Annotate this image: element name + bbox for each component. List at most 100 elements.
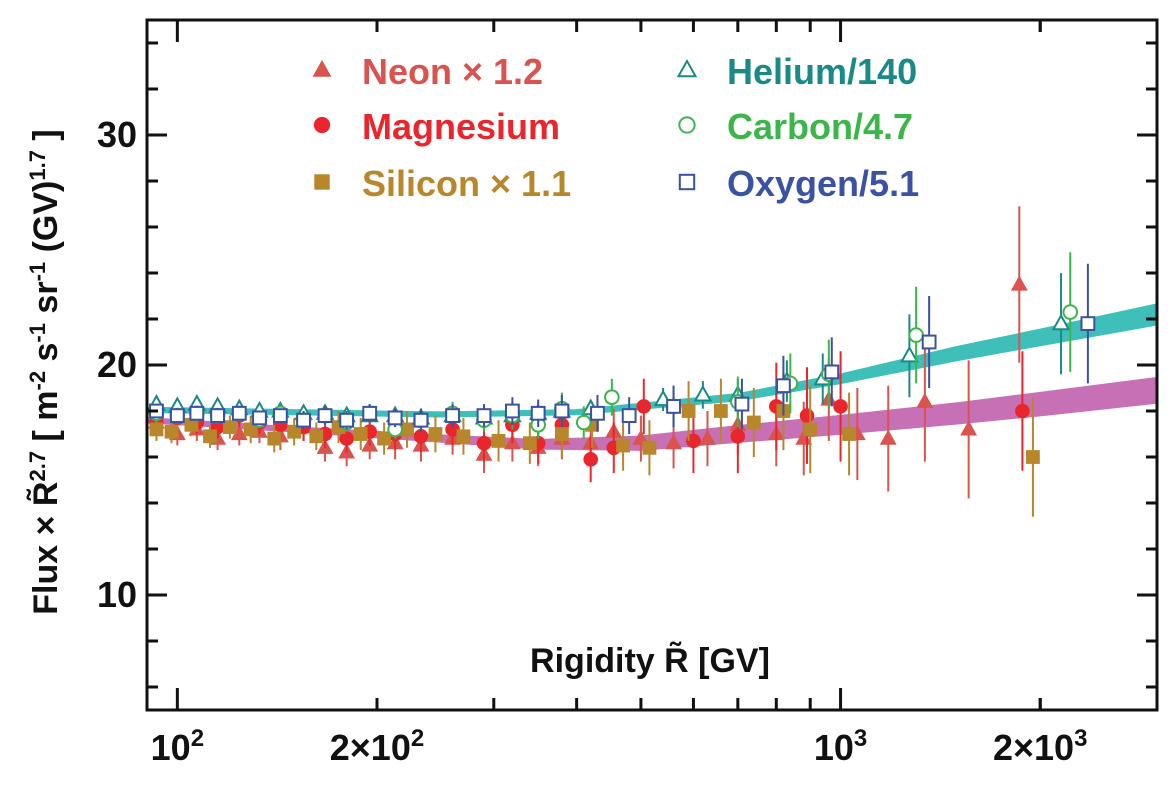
legend-marker (678, 116, 696, 134)
data-point (746, 415, 761, 430)
data-point (491, 434, 506, 448)
data-point (833, 399, 848, 414)
data-point (476, 435, 492, 451)
data-point (730, 429, 746, 444)
legend-marker (313, 116, 331, 134)
legend-item-1: Magnesium (313, 106, 560, 147)
y-tick-label: 30 (97, 114, 137, 155)
series-2 (149, 371, 1040, 517)
data-point (149, 422, 164, 437)
data-point (554, 427, 569, 441)
axis-ticks (147, 20, 1159, 710)
y-axis-title: Flux × R̃2.7 [ m-2 s-1 sr-1 (GV)1.7 ] (25, 129, 66, 614)
data-point (842, 427, 856, 441)
data-point (900, 345, 919, 363)
data-point (339, 431, 354, 446)
data-point (1062, 304, 1079, 320)
data-point (243, 422, 258, 437)
x-tick-label: 102 (151, 725, 204, 768)
legend-marker (312, 59, 332, 77)
series-5 (149, 263, 1096, 434)
data-point (445, 408, 460, 424)
data-point (189, 405, 205, 421)
legend-marker (314, 174, 330, 190)
data-point (1010, 275, 1028, 291)
data-point (231, 405, 247, 421)
data-point (287, 424, 302, 439)
y-tick-label: 10 (97, 574, 137, 615)
data-point (1015, 403, 1030, 419)
data-point (665, 434, 683, 450)
data-point (504, 403, 520, 419)
legend-label: Oxygen/5.1 (727, 163, 919, 204)
legend: Neon × 1.2 Magnesium Silicon × 1.1 Helium/1… (312, 51, 919, 204)
data-point (387, 410, 403, 426)
legend-label: Neon × 1.2 (362, 51, 543, 92)
legend-label: Carbon/4.7 (727, 106, 913, 147)
y-tick-labels: 10 20 30 (97, 114, 137, 615)
data-point (916, 392, 934, 408)
data-point (699, 429, 716, 445)
data-point (616, 438, 630, 453)
data-point (921, 334, 937, 350)
data-points (147, 206, 1096, 517)
data-point (456, 429, 471, 444)
legend-item-4: Carbon/4.7 (678, 106, 913, 147)
x-tick-label: 2×102 (330, 725, 424, 768)
legend-item-2: Silicon × 1.1 (314, 163, 571, 204)
x-tick-label: 2×103 (993, 725, 1087, 768)
data-point (666, 399, 681, 414)
data-point (824, 364, 840, 380)
data-point (252, 410, 267, 426)
data-point (803, 422, 818, 437)
x-axis-title: Rigidity R̃ [GV] (530, 641, 770, 680)
data-point (621, 408, 637, 424)
x-tick-labels: 102 2×102 103 2×103 (151, 725, 1088, 768)
data-point (1051, 313, 1071, 331)
data-point (583, 452, 598, 467)
data-point (686, 433, 701, 449)
x-tick-label: 103 (814, 725, 867, 768)
legend-label: Silicon × 1.1 (362, 163, 571, 204)
data-point (1026, 450, 1040, 464)
data-point (169, 408, 185, 424)
data-point (377, 431, 392, 446)
data-point (530, 405, 546, 421)
legend-item-3: Helium/140 (676, 51, 917, 92)
data-point (681, 404, 696, 418)
data-point (908, 327, 924, 343)
data-point (693, 384, 713, 402)
data-point (413, 412, 429, 428)
data-point (642, 440, 657, 455)
data-point (210, 408, 226, 424)
legend-label: Helium/140 (727, 51, 917, 92)
data-point (554, 403, 570, 419)
data-point (960, 420, 978, 436)
legend-marker (676, 58, 698, 78)
data-point (296, 412, 311, 428)
data-point (713, 404, 728, 418)
data-point (575, 414, 592, 431)
data-point (590, 405, 605, 421)
data-point (222, 420, 237, 435)
data-point (799, 408, 815, 423)
legend-item-0: Neon × 1.2 (312, 51, 543, 92)
data-point (362, 405, 378, 421)
data-point (734, 396, 750, 412)
data-point (353, 427, 368, 441)
data-point (272, 408, 288, 424)
data-point (203, 429, 217, 444)
data-point (317, 408, 333, 424)
data-point (428, 427, 443, 441)
legend-marker (678, 173, 696, 191)
data-point (879, 429, 897, 445)
data-point (776, 378, 791, 394)
data-point (604, 389, 620, 406)
plot-border (145, 18, 1159, 712)
data-point (636, 399, 652, 414)
data-point (267, 431, 282, 446)
data-point (1080, 316, 1096, 332)
legend-item-5: Oxygen/5.1 (678, 163, 919, 204)
data-point (476, 408, 492, 424)
